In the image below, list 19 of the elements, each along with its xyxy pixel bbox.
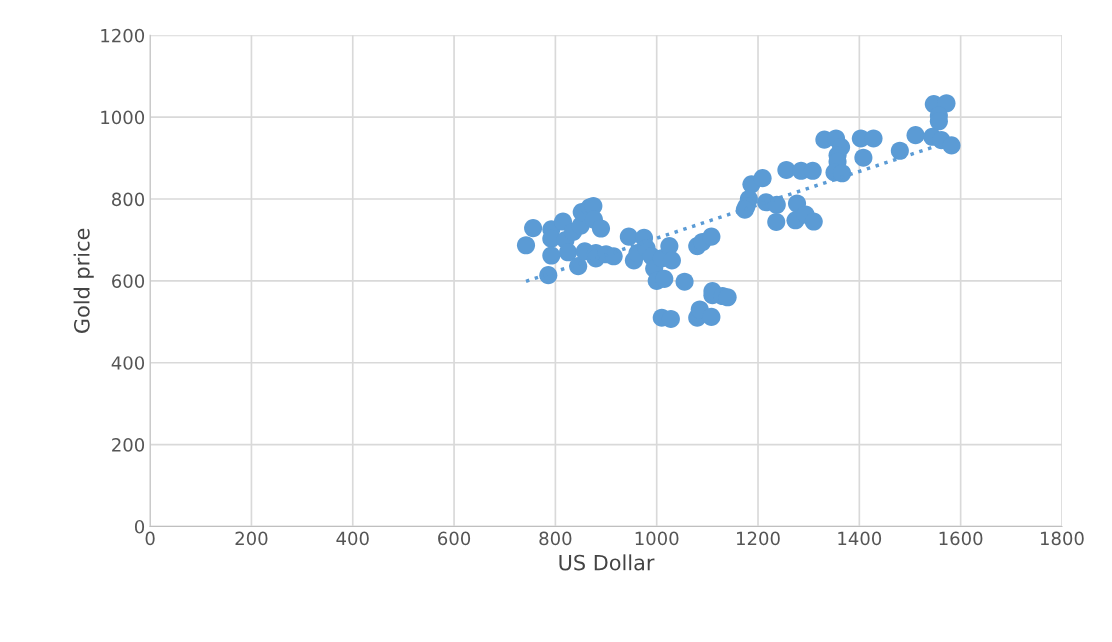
y-tick-label: 1000: [101, 110, 145, 125]
y-tick-label: 1200: [101, 28, 145, 43]
x-tick-label: 1400: [838, 531, 882, 546]
y-tick-label: 400: [111, 356, 145, 370]
y-axis-title: Gold price: [73, 228, 94, 333]
x-tick-label: 1600: [939, 531, 983, 546]
x-axis-title: US Dollar: [559, 554, 655, 571]
x-tick-label: 1000: [635, 531, 679, 546]
x-tick-label: 600: [438, 531, 471, 546]
x-tick-label: 0: [145, 531, 155, 546]
x-tick-label: 1200: [737, 531, 780, 546]
y-tick-label: 0: [134, 519, 145, 534]
y-tick-label: 800: [112, 192, 145, 207]
y-tick-label: 600: [112, 274, 145, 288]
x-tick-label: 800: [539, 531, 572, 546]
x-tick-label: 400: [336, 531, 369, 546]
x-tick-label: 200: [235, 531, 268, 546]
x-tick-label: 1800: [1040, 531, 1084, 546]
y-tick-label: 200: [112, 438, 145, 452]
